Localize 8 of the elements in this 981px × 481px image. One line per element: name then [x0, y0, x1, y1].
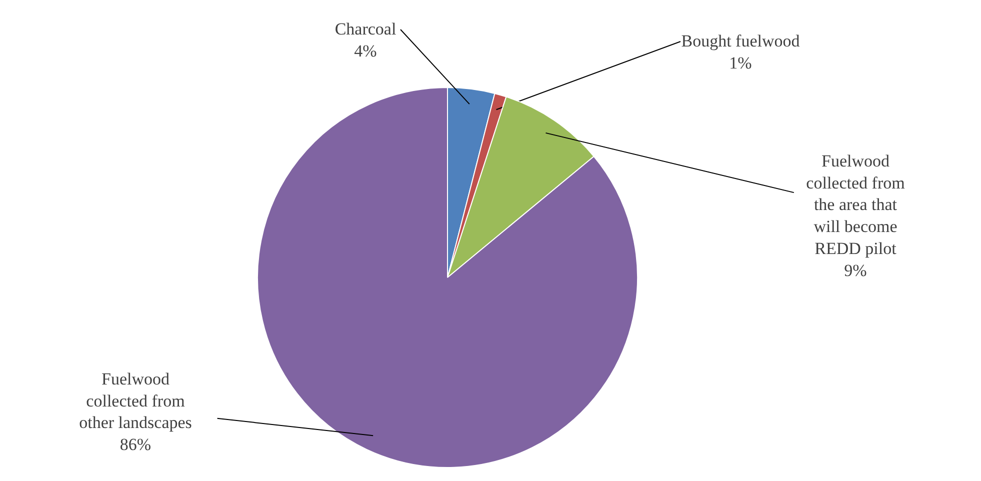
slice-label: Fuelwood collected from other landscapes: [79, 370, 192, 432]
data-label: 86%: [120, 435, 152, 454]
data-label: 4%: [354, 41, 377, 60]
data-label: 9%: [844, 260, 867, 280]
slice-label: Bought fuelwood: [681, 32, 800, 50]
data-label: 1%: [729, 53, 752, 72]
slice-label: Fuelwood collected from the area that will become REDD pilot: [806, 152, 905, 258]
slice-label: Charcoal: [334, 20, 396, 38]
